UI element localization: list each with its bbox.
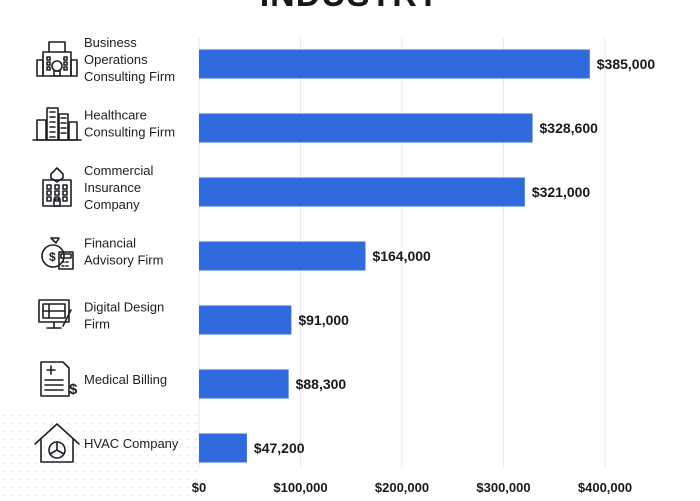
bar [199, 369, 289, 399]
design-monitor-icon [38, 299, 72, 329]
value-label: $164,000 [372, 248, 431, 264]
category-row: Commercial Insurance Company $321,000 [42, 163, 591, 212]
category-label-line: Firm [84, 317, 110, 332]
x-tick-label: $100,000 [273, 480, 327, 495]
bar [199, 49, 590, 79]
category-label-line: Consulting Firm [84, 125, 175, 140]
value-label: $328,600 [540, 120, 599, 136]
category-label-line: HVAC Company [84, 436, 179, 451]
value-label: $88,300 [296, 376, 347, 392]
category-row: $ Medical Billing $88,300 [40, 361, 347, 399]
svg-text:$: $ [49, 250, 56, 264]
category-row: Healthcare Consulting Firm $328,600 [32, 107, 599, 143]
x-tick-label: $200,000 [375, 480, 429, 495]
chart-title: INDUSTRY [0, 0, 700, 15]
category-label-line: Commercial [84, 163, 153, 178]
category-label: Digital Design Firm [84, 300, 164, 332]
category-row: Business Operations Consulting Firm $385,00… [36, 35, 656, 84]
category-label-line: Financial [84, 236, 136, 251]
background-dot-pattern [0, 411, 200, 501]
category-row: $ Financial Advisory Firm $164,000 [41, 236, 431, 271]
svg-text:$: $ [69, 381, 78, 398]
value-label: $91,000 [298, 312, 349, 328]
category-label: HVAC Company [84, 436, 179, 451]
bar [199, 177, 525, 207]
category-label: Commercial Insurance Company [84, 163, 153, 212]
category-row: Digital Design Firm $91,000 [38, 299, 349, 335]
city-buildings-icon [32, 107, 82, 141]
category-label-line: Healthcare [84, 108, 147, 123]
x-tick-label: $400,000 [578, 480, 632, 495]
category-label: Healthcare Consulting Firm [84, 108, 175, 140]
value-label: $321,000 [532, 184, 591, 200]
category-label: Business Operations Consulting Firm [84, 35, 175, 84]
x-tick-label: $300,000 [476, 480, 530, 495]
category-label-line: Operations [84, 52, 148, 67]
category-label-line: Medical Billing [84, 372, 167, 387]
category-row: HVAC Company $47,200 [34, 423, 305, 463]
hvac-house-fan-icon [34, 423, 80, 463]
bar [199, 433, 247, 463]
category-label-line: Insurance [84, 180, 141, 195]
office-building-icon [36, 41, 78, 77]
medical-bill-icon: $ [40, 361, 78, 398]
value-label: $47,200 [254, 440, 305, 456]
category-label: Financial Advisory Firm [84, 236, 163, 268]
category-label-line: Consulting Firm [84, 69, 175, 84]
x-tick-label: $0 [192, 480, 206, 495]
category-label-line: Digital Design [84, 300, 164, 315]
money-bag-calculator-icon: $ [41, 237, 74, 270]
category-label-line: Business [84, 35, 137, 50]
bar [199, 113, 533, 143]
bar [199, 305, 292, 335]
category-label-line: Advisory Firm [84, 253, 163, 268]
category-label-line: Company [84, 197, 140, 212]
bar [199, 241, 366, 271]
value-label: $385,000 [597, 56, 656, 72]
category-label: Medical Billing [84, 372, 167, 387]
insurance-building-icon [42, 167, 72, 207]
